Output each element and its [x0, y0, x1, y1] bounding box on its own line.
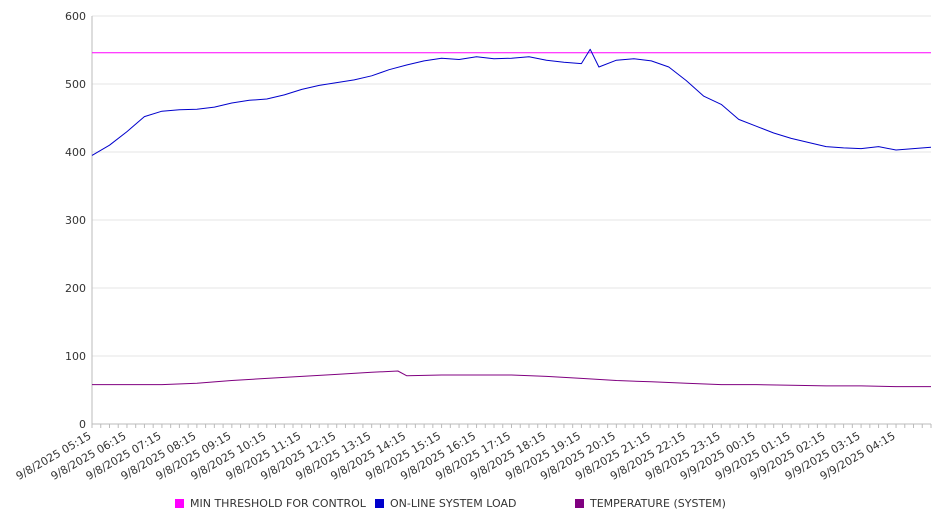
legend-label-system-load: ON-LINE SYSTEM LOAD: [390, 497, 517, 510]
y-tick-label: 100: [65, 350, 86, 363]
y-tick-label: 400: [65, 146, 86, 159]
axes: [91, 16, 932, 428]
y-tick-labels: 0 100 200 300 400 500 600: [65, 10, 86, 431]
y-tick-label: 500: [65, 78, 86, 91]
legend-swatch-threshold: [175, 499, 184, 508]
y-tick-label: 600: [65, 10, 86, 23]
series-line-temperature: [92, 370, 931, 388]
legend-label-temperature: TEMPERATURE (SYSTEM): [590, 497, 726, 510]
y-tick-label: 300: [65, 214, 86, 227]
legend-item-temperature: TEMPERATURE (SYSTEM): [575, 497, 726, 510]
legend-item-system-load: ON-LINE SYSTEM LOAD: [375, 497, 516, 510]
legend: MIN THRESHOLD FOR CONTROL ON-LINE SYSTEM…: [0, 497, 946, 515]
legend-item-threshold: MIN THRESHOLD FOR CONTROL: [175, 497, 366, 510]
grid-lines: [92, 15, 931, 357]
series-lines: [91, 48, 932, 388]
y-tick-label: 200: [65, 282, 86, 295]
legend-label-threshold: MIN THRESHOLD FOR CONTROL: [190, 497, 366, 510]
x-tick-labels: 9/8/2025 05:159/8/2025 06:159/8/2025 07:…: [14, 429, 898, 483]
legend-swatch-temperature: [575, 499, 584, 508]
series-line-system-load: [91, 48, 932, 156]
y-tick-label: 0: [79, 418, 86, 431]
legend-swatch-system-load: [375, 499, 384, 508]
